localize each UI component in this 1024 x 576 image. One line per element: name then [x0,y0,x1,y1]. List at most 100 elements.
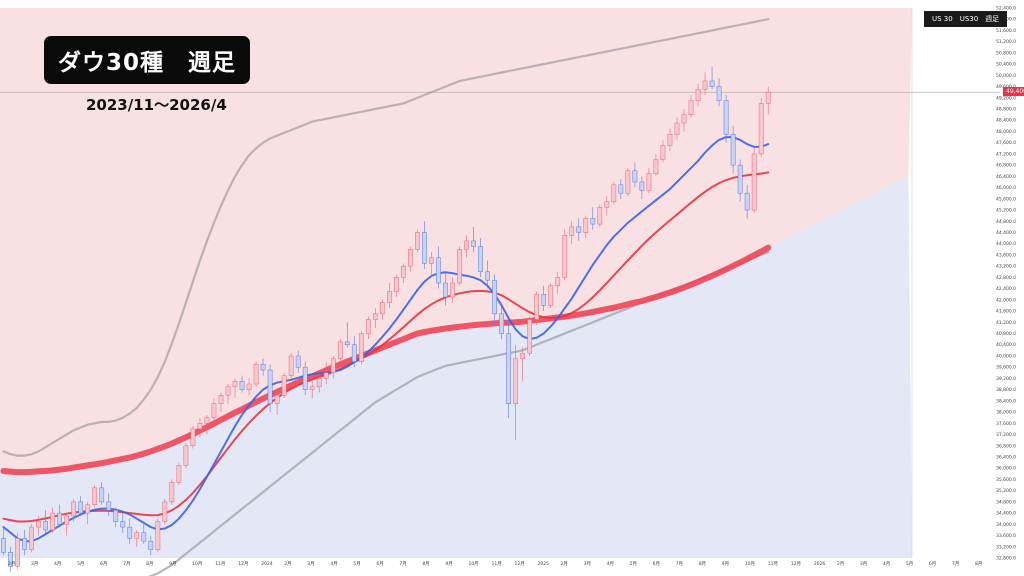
chart-subtitle: 2023/11〜2026/4 [86,96,227,114]
candle-body [8,552,13,567]
candle-body [401,265,406,278]
price-axis[interactable]: 32,800.0 33,200.0 33,600.0 34,000.0 34,400.0… [996,6,1016,562]
time-tick-label: 7月 [399,561,406,567]
time-tick-label: 10月 [745,561,755,567]
time-tick-label: 9月 [722,561,729,567]
time-tick-label: 3月 [584,561,591,567]
time-axis[interactable]: 2月 3月 4月 5月 6月 7月 8月 9月 10月 11月 12月 2024 2月 3月 4月 5月 6月 7… [8,561,982,567]
candle-body [618,184,624,194]
price-tick-label: 51,600.0 [996,28,1016,34]
candle-body [499,313,504,334]
price-tick-label: 52,400.0 [996,6,1016,12]
candle-body [302,366,308,390]
candle-body [597,206,603,225]
price-tick-label: 47,200.0 [996,151,1016,157]
candle-body [43,521,48,531]
candle-body [379,302,385,315]
price-tick-label: 34,800.0 [996,499,1016,505]
time-tick-label: 5月 [630,561,637,567]
candle-body [576,226,582,233]
price-tick-label: 47,600.0 [996,140,1016,146]
time-tick-label: 6月 [100,561,107,567]
time-tick-label: 4月 [607,561,614,567]
candle-body [190,428,196,447]
candle-body [365,319,371,334]
candle-body [611,184,617,202]
candle-body [288,355,294,376]
price-tick-label: 44,000.0 [996,241,1016,247]
candle-body [15,538,20,567]
candle-body [148,540,154,550]
price-tick-label: 44,800.0 [996,219,1016,225]
candle-body [744,192,750,211]
price-tick-label: 43,600.0 [996,252,1016,258]
candle-body [723,100,729,135]
series-line-3 [2,18,770,457]
candle-body [590,218,596,225]
time-tick-label: 2024 [261,561,273,567]
candle-body [316,378,322,388]
candle-body [120,521,126,528]
candle-body [344,341,350,345]
time-tick-label: 12月 [791,561,801,567]
candle-body [408,249,413,267]
candle-body [211,403,217,418]
candle-body [583,218,589,233]
candle-body [50,512,55,531]
price-tick-label: 48,800.0 [996,107,1016,113]
candle-body [239,380,245,390]
price-tick-label: 45,600.0 [996,196,1016,202]
time-tick-label: 2026 [814,561,826,567]
candle-body [358,333,364,362]
candle-body [429,257,434,264]
candle-body [394,277,399,292]
time-tick-label: 11月 [215,561,225,567]
price-tick-label: 46,800.0 [996,163,1016,169]
candle-body [274,394,280,404]
time-tick-label: 7月 [952,561,959,567]
candle-body [106,501,112,511]
time-tick-label: 6月 [929,561,936,567]
symbol-bar[interactable]: US 30 US30 週足 [924,11,1008,27]
price-tick-label: 43,200.0 [996,264,1016,270]
candle-body [71,501,77,517]
last-price-tag: 49,400.0 [1003,87,1024,96]
price-tick-label: 50,400.0 [996,62,1016,68]
candle-body [695,89,701,101]
time-tick-label: 2月 [284,561,291,567]
price-tick-label: 48,400.0 [996,118,1016,124]
time-tick-label: 2月 [561,561,568,567]
candle-body [295,355,301,368]
series-line-1 [2,171,770,523]
candle-body [765,91,771,104]
time-tick-label: 8月 [146,561,153,567]
candle-body [674,122,680,135]
candle-body [155,521,161,550]
price-tick-label: 51,200.0 [996,39,1016,45]
price-tick-label: 34,000.0 [996,522,1016,528]
candle-body [386,291,392,303]
candle-body [183,445,189,466]
price-tick-label: 37,600.0 [996,421,1016,427]
time-tick-label: 3月 [31,561,38,567]
candle-body [527,319,533,354]
price-tick-label: 50,800.0 [996,50,1016,56]
price-tick-label: 42,800.0 [996,275,1016,281]
candle-body [246,383,252,390]
candle-body [253,364,259,385]
candle-body [204,417,210,424]
time-tick-label: 11月 [768,561,778,567]
candle-body [36,521,41,528]
time-tick-label: 3月 [307,561,314,567]
time-tick-label: 7月 [676,561,683,567]
candle-body [323,372,329,379]
grid [0,8,1000,558]
price-tick-label: 39,200.0 [996,376,1016,382]
price-tick-label: 33,600.0 [996,533,1016,539]
candle-body [751,153,757,211]
candle-body [260,364,266,371]
time-tick-label: 11月 [491,561,501,567]
candle-body [758,103,764,155]
candle-body [134,532,140,539]
